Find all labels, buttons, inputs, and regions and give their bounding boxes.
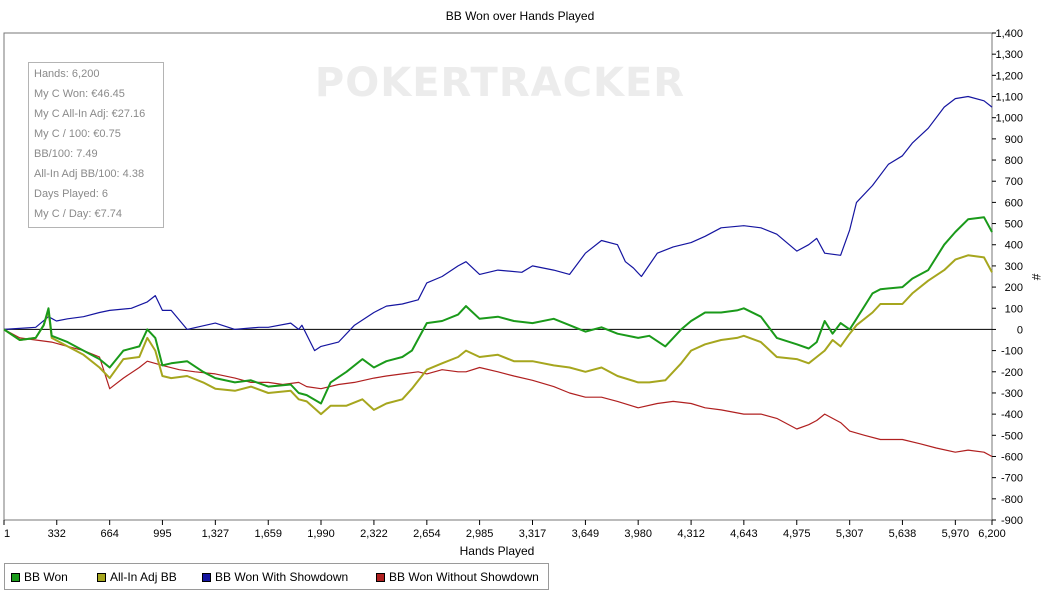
plot-area (3, 32, 993, 521)
legend-swatch (11, 572, 20, 582)
stat-days-played: Days Played: 6 (34, 188, 108, 200)
x-tick-label: 2,322 (360, 528, 388, 540)
x-tick-label: 4,975 (783, 528, 811, 540)
legend: BB Won All-In Adj BB BB Won With Showdow… (4, 563, 549, 590)
chart-title: BB Won over Hands Played (446, 9, 595, 23)
legend-label: BB Won With Showdown (215, 570, 349, 584)
y-tick-label: 800 (1005, 155, 1023, 167)
legend-swatch (202, 572, 211, 582)
x-tick-label: 5,638 (889, 528, 917, 540)
y-tick-label: -300 (1001, 388, 1023, 400)
y-tick-label: 1,300 (995, 49, 1023, 61)
y-tick-label: 900 (1005, 134, 1023, 146)
y-axis: 1,400 1,300 1,200 1,100 1,000 900 800 700 600 500… (992, 28, 1023, 527)
x-tick-label: 4,643 (730, 528, 758, 540)
y-tick-label: 0 (1017, 324, 1023, 336)
y-tick-label: -800 (1001, 494, 1023, 506)
y-tick-label: -200 (1001, 367, 1023, 379)
y-tick-label: 700 (1005, 176, 1023, 188)
stat-money-per-100: My C / 100: €0.75 (34, 128, 121, 140)
x-tick-label: 995 (153, 528, 171, 540)
x-tick-label: 5,970 (942, 528, 970, 540)
legend-item-bb-won-without-showdown[interactable]: BB Won Without Showdown (376, 570, 539, 584)
x-tick-label: 2,985 (466, 528, 494, 540)
x-tick-label: 4,312 (677, 528, 705, 540)
y-tick-label: 1,100 (995, 92, 1023, 104)
series-line-bb-won-without-showdown (3, 328, 993, 458)
x-tick-label: 332 (48, 528, 66, 540)
stat-money-won: My C Won: €46.45 (34, 88, 125, 100)
y-tick-label: -400 (1001, 409, 1023, 421)
y-tick-label: 100 (1005, 303, 1023, 315)
series-line-all-in-adj-bb (3, 254, 993, 416)
x-tick-label: 1 (4, 528, 10, 540)
y-tick-label: -900 (1001, 515, 1023, 527)
y-tick-label: -600 (1001, 451, 1023, 463)
legend-label: BB Won (24, 570, 68, 584)
x-tick-label: 1,659 (254, 528, 282, 540)
x-tick-label: 1,327 (202, 528, 230, 540)
legend-item-bb-won-with-showdown[interactable]: BB Won With Showdown (202, 570, 348, 584)
y-tick-label: 1,400 (995, 28, 1023, 40)
x-axis-title: Hands Played (460, 544, 535, 558)
stat-all-in-adj-bb-per-100: All-In Adj BB/100: 4.38 (34, 168, 145, 180)
legend-label: All-In Adj BB (110, 570, 177, 584)
y-tick-label: -100 (1001, 346, 1023, 358)
y-tick-label: 300 (1005, 261, 1023, 273)
x-tick-label: 3,649 (572, 528, 600, 540)
x-tick-label: 664 (100, 528, 118, 540)
y-tick-label: -700 (1001, 473, 1023, 485)
x-tick-label: 6,200 (978, 528, 1006, 540)
stat-hands: Hands: 6,200 (34, 68, 100, 80)
legend-swatch (97, 572, 106, 582)
series-line-bb-won (3, 216, 993, 405)
y-tick-label: 1,200 (995, 70, 1023, 82)
series-line-bb-won-with-showdown (3, 95, 993, 352)
y-tick-label: -500 (1001, 430, 1023, 442)
legend-label: BB Won Without Showdown (389, 570, 539, 584)
stat-money-per-day: My C / Day: €7.74 (34, 208, 123, 220)
stat-bb-per-100: BB/100: 7.49 (34, 148, 98, 160)
series-lines (3, 95, 993, 458)
stats-box: Hands: 6,200 My C Won: €46.45 My C All-I… (28, 62, 164, 228)
x-tick-label: 3,317 (519, 528, 547, 540)
x-tick-label: 2,654 (413, 528, 441, 540)
x-tick-label: 5,307 (836, 528, 864, 540)
y-tick-label: 500 (1005, 219, 1023, 231)
x-axis: 1 332 664 995 1,327 1,659 1,990 2,322 2,654 2,985… (3, 520, 1006, 540)
x-tick-label: 1,990 (307, 528, 335, 540)
y-tick-label: 600 (1005, 197, 1023, 209)
y-tick-label: 400 (1005, 240, 1023, 252)
x-tick-label: 3,980 (624, 528, 652, 540)
y-tick-label: 200 (1005, 282, 1023, 294)
legend-item-bb-won[interactable]: BB Won (11, 570, 68, 584)
y-tick-label: 1,000 (995, 113, 1023, 125)
legend-item-all-in-adj-bb[interactable]: All-In Adj BB (97, 570, 177, 584)
watermark-logo: POKERTRACKER (315, 60, 685, 106)
y-axis-title: # (1029, 274, 1043, 281)
stat-all-in-adj: My C All-In Adj: €27.16 (34, 108, 146, 120)
legend-swatch (376, 572, 385, 582)
